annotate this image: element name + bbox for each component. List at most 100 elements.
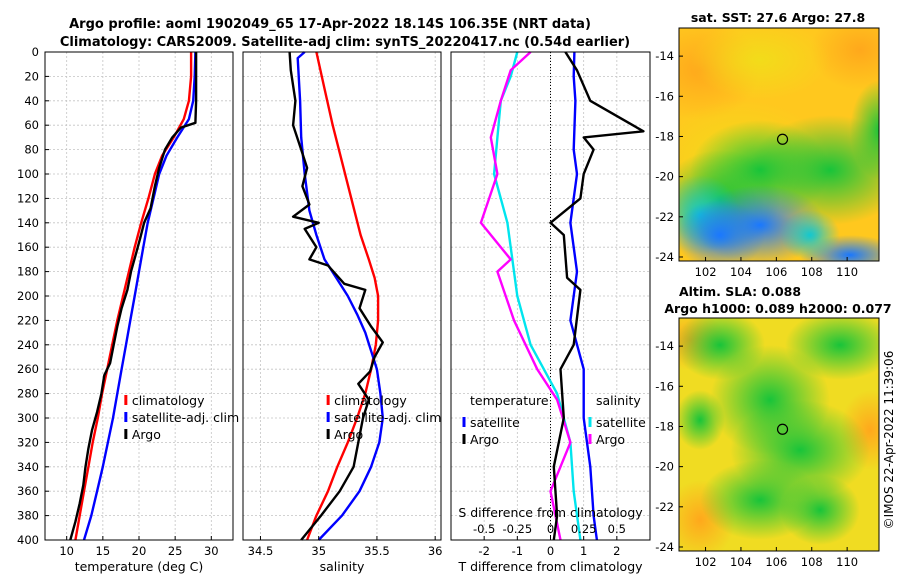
legend-label: climatology [334, 393, 407, 408]
y-tick-label: 380 [17, 509, 39, 523]
legend-title-salinity: salinity [596, 393, 641, 408]
x2-tick-label: 0 [547, 522, 554, 536]
x2-tick-label: 0.5 [608, 522, 626, 536]
x-tick-label: 10 [59, 544, 74, 558]
x2-tick-label: -0.25 [502, 522, 532, 536]
y-tick-label: 120 [17, 191, 39, 205]
sst-map-title: sat. SST: 27.6 Argo: 27.8 [691, 10, 865, 25]
x-tick-label: 35 [311, 544, 326, 558]
y-tick-label: 200 [17, 289, 39, 303]
axes-frame [242, 51, 442, 541]
header-line-1: Argo profile: aoml 1902049_65 17-Apr-202… [69, 17, 591, 32]
x-tick-label: 25 [168, 544, 183, 558]
map-y-tick-label: -18 [655, 129, 674, 143]
legend-label: Argo [470, 432, 499, 447]
legend-label: satellite [470, 415, 520, 430]
x2-tick-label: 0.25 [571, 522, 597, 536]
x-tick-label: 30 [204, 544, 219, 558]
x-axis-label: temperature (deg C) [75, 559, 204, 574]
y-tick-label: 340 [17, 460, 39, 474]
map-y-tick-label: -14 [655, 339, 674, 353]
y-tick-label: 60 [24, 118, 39, 132]
map-x-tick-label: 110 [836, 265, 858, 279]
legend-label: satellite-adj. clim [334, 410, 441, 425]
map-y-tick-label: -18 [655, 419, 674, 433]
y-tick-label: 20 [24, 69, 39, 83]
legend-label: Argo [334, 427, 363, 442]
x-tick-label: 36 [428, 544, 443, 558]
difference-panel: -2 -1 0 1 2T difference from climatology temp… [450, 51, 651, 574]
series-salinity-satellite [569, 51, 599, 541]
y-tick-label: 80 [24, 143, 39, 157]
y-tick-label: 260 [17, 362, 39, 376]
map-x-tick-label: 104 [730, 265, 752, 279]
series-salinity-argo [549, 51, 645, 541]
x-tick-label: 20 [132, 544, 147, 558]
y-tick-label: 280 [17, 387, 39, 401]
map-x-tick-label: 106 [765, 265, 787, 279]
x-tick-label: -2 [478, 544, 489, 558]
sla-map-subtitle: Argo h1000: 0.089 h2000: 0.077 [664, 301, 891, 316]
map-x-tick-label: 102 [695, 555, 717, 569]
map-x-tick-label: 102 [695, 265, 717, 279]
series-satellite-adj-clim [82, 51, 197, 541]
legend-label: satellite-adj. clim [132, 410, 239, 425]
x-axis-label: salinity [320, 559, 365, 574]
series-argo [288, 51, 384, 541]
y-tick-label: 140 [17, 216, 39, 230]
map-y-tick-label: -14 [655, 49, 674, 63]
sst-map-panel: sat. SST: 27.6 Argo: 27.8 102 104 106 108 11… [655, 10, 880, 279]
y-tick-label: 0 [32, 45, 39, 59]
y-tick-label: 100 [17, 167, 39, 181]
y-tick-label: 180 [17, 265, 39, 279]
y-tick-label: 240 [17, 338, 39, 352]
sst-argo-marker [776, 133, 789, 145]
x2-axis-label: S difference from climatology [458, 505, 643, 520]
x-tick-label: 35.5 [364, 544, 390, 558]
map-x-tick-label: 108 [801, 555, 823, 569]
sla-map-panel: Altim. SLA: 0.088 Argo h1000: 0.089 h200… [655, 284, 891, 569]
y-tick-label: 400 [17, 533, 39, 547]
map-y-tick-label: -22 [655, 500, 674, 514]
map-x-tick-label: 106 [765, 555, 787, 569]
x-tick-label: 34.5 [248, 544, 274, 558]
legend-label: satellite [596, 415, 646, 430]
y-tick-label: 300 [17, 411, 39, 425]
sla-map-image [679, 318, 879, 551]
x2-tick-label: -0.5 [473, 522, 495, 536]
sla-map-title: Altim. SLA: 0.088 [679, 284, 801, 299]
x-tick-label: -1 [512, 544, 523, 558]
sla-argo-marker [776, 423, 789, 435]
y-tick-label: 160 [17, 240, 39, 254]
x-axis-label: T difference from climatology [457, 559, 643, 574]
map-y-tick-label: -16 [655, 89, 674, 103]
x-tick-label: 1 [580, 544, 587, 558]
map-x-tick-label: 104 [730, 555, 752, 569]
map-y-tick-label: -20 [655, 170, 674, 184]
map-y-tick-label: -20 [655, 460, 674, 474]
map-y-tick-label: -16 [655, 379, 674, 393]
map-y-tick-label: -24 [655, 250, 674, 264]
y-tick-label: 360 [17, 484, 39, 498]
sst-map-image [679, 28, 879, 261]
legend-label: Argo [132, 427, 161, 442]
series-temperature-argo [479, 51, 572, 541]
series-climatology [305, 51, 380, 541]
x-tick-label: 15 [96, 544, 111, 558]
map-x-tick-label: 110 [836, 555, 858, 569]
y-tick-label: 320 [17, 435, 39, 449]
header-line-2: Climatology: CARS2009. Satellite-adj cli… [60, 35, 630, 50]
series-argo [69, 52, 198, 541]
legend-label: climatology [132, 393, 205, 408]
y-tick-label: 220 [17, 313, 39, 327]
imos-timestamp: ©IMOS 22-Apr-2022 11:39:06 [882, 351, 896, 530]
map-y-tick-label: -24 [655, 540, 674, 554]
y-tick-label: 40 [24, 94, 39, 108]
map-x-tick-label: 108 [801, 265, 823, 279]
map-y-tick-label: -22 [655, 210, 674, 224]
legend-label: Argo [596, 432, 625, 447]
legend-title-temperature: temperature [470, 393, 549, 408]
salinity-panel: 34.5 35 35.5 36 salinity climatology satellite… [242, 51, 443, 574]
